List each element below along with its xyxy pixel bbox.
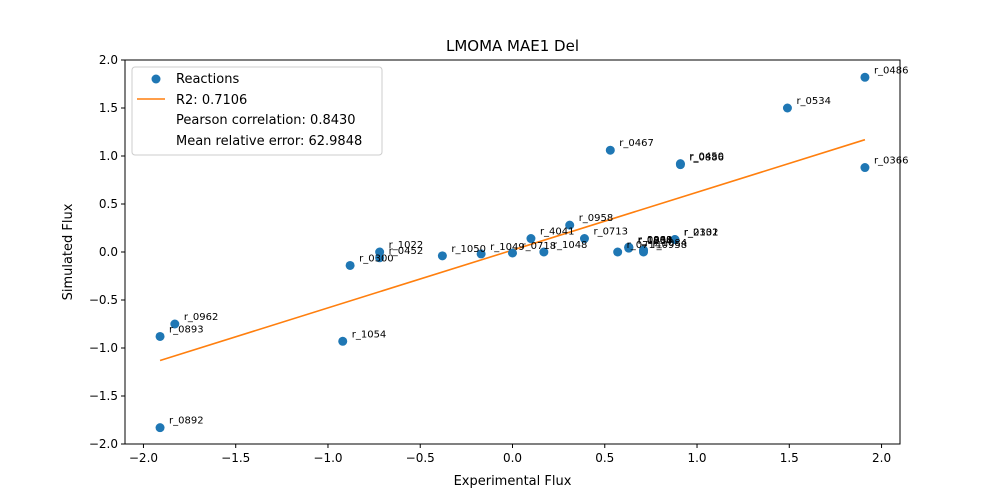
legend: Reactions R2: 0.7106 Pearson correlation…	[131, 66, 383, 156]
data-point	[639, 247, 649, 257]
data-point	[476, 249, 486, 259]
x-tick-label: −0.5	[406, 451, 435, 465]
data-point	[860, 163, 870, 173]
data-point	[375, 253, 385, 263]
x-tick-label: −1.5	[221, 451, 250, 465]
point-label: r_1048	[553, 240, 588, 251]
chart-title: LMOMA MAE1 Del	[446, 37, 579, 55]
data-point	[579, 234, 589, 244]
data-point	[565, 220, 575, 230]
y-tick-label: −0.5	[89, 293, 118, 307]
y-tick-label: 2.0	[99, 53, 118, 67]
point-label: r_0962	[184, 312, 219, 323]
data-point	[155, 423, 165, 433]
point-label: r_0486	[874, 65, 909, 76]
data-point	[624, 243, 634, 253]
y-axis-ticks: −2.0 −1.5 −1.0 −0.5 0.0 0.5 1.0 1.5 2.0	[89, 53, 125, 451]
point-label: r_1084	[653, 238, 688, 249]
y-tick-label: −1.0	[89, 341, 118, 355]
x-axis-label: Experimental Flux	[454, 474, 572, 489]
point-label: r_0713	[593, 227, 628, 238]
point-label: r_1000	[638, 235, 673, 246]
data-point	[526, 234, 536, 244]
y-tick-label: 1.0	[99, 149, 118, 163]
legend-entry-reactions: Reactions	[176, 72, 239, 87]
point-label: r_0467	[619, 138, 654, 149]
data-point	[437, 251, 447, 261]
point-label: r_0892	[169, 416, 204, 427]
point-label: r_0714	[627, 240, 662, 251]
point-label: r_0450	[689, 152, 724, 163]
legend-entry-r2: R2: 0.7106	[176, 93, 247, 108]
legend-entry-mre: Mean relative error: 62.9848	[176, 134, 362, 149]
legend-marker-reactions	[151, 74, 161, 84]
point-label: r_0888	[638, 235, 673, 246]
y-tick-label: 0.0	[99, 245, 118, 259]
data-point	[860, 72, 870, 82]
data-point	[338, 336, 348, 346]
point-label: r_1022	[389, 240, 424, 251]
point-label: r_1049	[490, 242, 525, 253]
data-point	[539, 247, 549, 257]
point-label: r_0300	[359, 253, 394, 264]
point-label: r_1054	[352, 329, 387, 340]
point-label: r_0893	[169, 324, 204, 335]
legend-box	[131, 66, 383, 156]
x-tick-label: −2.0	[129, 451, 158, 465]
x-axis-ticks: −2.0 −1.5 −1.0 −0.5 0.0 0.5 1.0 1.5 2.0	[129, 444, 891, 465]
x-tick-label: 0.5	[595, 451, 614, 465]
data-point	[345, 260, 355, 270]
point-label: r_0718	[522, 241, 557, 252]
data-point	[613, 247, 623, 257]
x-tick-label: 1.5	[780, 451, 799, 465]
data-point	[605, 145, 615, 155]
x-tick-label: 2.0	[872, 451, 891, 465]
point-label: r_0534	[796, 96, 831, 107]
y-tick-label: −2.0	[89, 437, 118, 451]
data-point	[170, 319, 180, 329]
point-label: r_4041	[540, 227, 575, 238]
y-tick-label: −1.5	[89, 389, 118, 403]
point-label: r_0958	[579, 213, 614, 224]
point-label: r_0961	[638, 235, 673, 246]
data-point	[670, 235, 680, 245]
y-tick-label: 1.5	[99, 101, 118, 115]
legend-entry-pearson: Pearson correlation: 0.8430	[176, 113, 356, 128]
point-label: r_0366	[874, 156, 909, 167]
point-label: r_2131	[684, 228, 719, 239]
point-label: r_0886	[689, 153, 724, 164]
data-point	[782, 103, 792, 113]
x-tick-label: −1.0	[313, 451, 342, 465]
points-layer	[155, 72, 870, 433]
point-label: r_1050	[451, 244, 486, 255]
data-point	[508, 248, 517, 258]
point-label: r_0302	[684, 228, 719, 239]
data-point	[155, 331, 165, 341]
point-label: r_1234	[638, 236, 673, 247]
x-tick-label: 1.0	[687, 451, 706, 465]
y-tick-label: 0.5	[99, 197, 118, 211]
x-tick-label: 0.0	[503, 451, 522, 465]
data-point	[675, 160, 685, 170]
point-label: r_0452	[389, 246, 424, 257]
y-axis-label: Simulated Flux	[61, 203, 76, 300]
point-label: r_0958	[653, 240, 688, 251]
